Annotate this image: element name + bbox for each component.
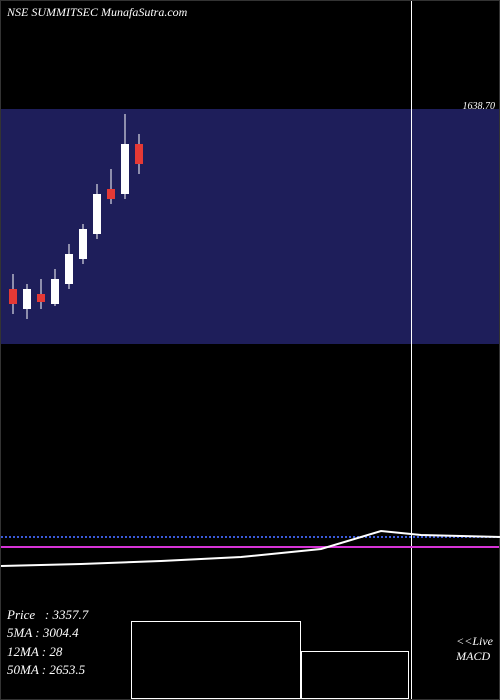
stat-price-value: 3357.7 (53, 607, 89, 622)
ma-white-curve (1, 521, 500, 581)
candle (79, 109, 87, 344)
indicator-panel[interactable] (1, 521, 499, 581)
candle (23, 109, 31, 344)
candle (121, 109, 129, 344)
candle (37, 109, 45, 344)
stat-5ma-value: 3004.4 (43, 625, 79, 640)
outline-box (301, 651, 409, 699)
stat-price: Price : 3357.7 (7, 606, 88, 624)
stat-12ma-label: 12MA (7, 644, 39, 659)
stat-price-label: Price (7, 607, 35, 622)
crosshair-vertical (411, 1, 412, 699)
candle (93, 109, 101, 344)
stat-50ma-value: 2653.5 (49, 662, 85, 677)
candlestick-panel[interactable] (1, 109, 499, 344)
candle (107, 109, 115, 344)
candle (51, 109, 59, 344)
candle (65, 109, 73, 344)
stat-50ma: 50MA : 2653.5 (7, 661, 88, 679)
stat-12ma: 12MA : 28 (7, 643, 88, 661)
outline-box (131, 621, 301, 699)
stat-12ma-value: 28 (49, 644, 62, 659)
candlestick-bg (1, 109, 499, 344)
stats-box: Price : 3357.7 5MA : 3004.4 12MA : 28 50… (7, 606, 88, 679)
stat-5ma: 5MA : 3004.4 (7, 624, 88, 642)
stat-5ma-label: 5MA (7, 625, 32, 640)
macd-live: <<Live (456, 634, 493, 648)
candle (135, 109, 143, 344)
stat-50ma-label: 50MA (7, 662, 39, 677)
candle (9, 109, 17, 344)
chart-header: NSE SUMMITSEC MunafaSutra.com (7, 5, 187, 20)
macd-label: <<Live MACD (456, 634, 493, 663)
macd-text: MACD (456, 649, 493, 663)
